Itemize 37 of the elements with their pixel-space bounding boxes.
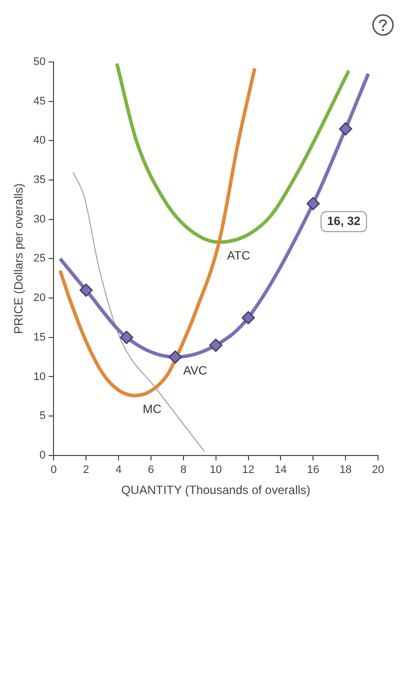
y-tick-label: 15 — [33, 331, 46, 344]
series-label: ATC — [227, 248, 251, 262]
annotation: 16, 32 — [327, 214, 361, 228]
x-tick-label: 0 — [50, 464, 57, 476]
y-tick-label: 30 — [33, 213, 46, 226]
y-tick-label: 50 — [33, 56, 46, 68]
line-series — [72, 172, 205, 452]
y-tick-label: 35 — [33, 174, 46, 186]
series-label: MC — [142, 402, 162, 416]
point — [209, 338, 222, 352]
x-tick-label: 10 — [210, 464, 222, 476]
x-axis-title: QUANTITY (Thousands of overalls) — [121, 483, 310, 498]
x-tick-label: 20 — [372, 464, 384, 476]
point — [306, 197, 320, 210]
y-tick-label: 0 — [40, 449, 46, 462]
x-tick-label: 8 — [180, 464, 186, 476]
y-tick-label: 20 — [33, 292, 46, 304]
point — [120, 330, 134, 344]
y-tick-label: 40 — [33, 134, 46, 147]
y-tick-label: 5 — [40, 410, 46, 422]
x-tick-label: 6 — [148, 464, 154, 476]
y-tick-label: 25 — [33, 252, 46, 265]
line-series — [58, 66, 256, 398]
x-tick-label: 18 — [339, 464, 352, 476]
x-tick-label: 4 — [115, 464, 122, 476]
x-tick-label: 16 — [307, 464, 320, 476]
y-tick-label: 45 — [33, 95, 46, 108]
x-tick-label: 12 — [242, 464, 254, 476]
point — [79, 284, 93, 297]
y-tick-label: 10 — [33, 370, 46, 383]
series-label: AVC — [183, 363, 208, 378]
x-tick-label: 14 — [274, 464, 287, 476]
point — [242, 311, 255, 324]
y-axis-title: PRICE (Dollars per overalls) — [12, 183, 26, 334]
point — [168, 350, 182, 364]
x-tick-label: 2 — [83, 464, 90, 476]
point — [338, 122, 352, 136]
